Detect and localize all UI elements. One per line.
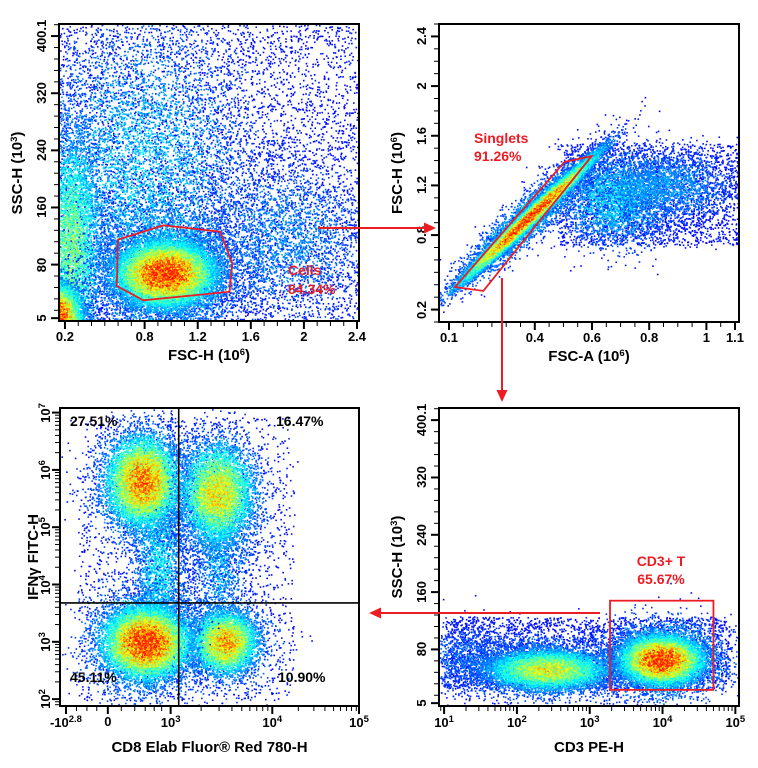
cells-gate-plot-y-tick-label: 160 [34, 196, 49, 219]
singlets-gate-plot-y-tick-label: 2.4 [414, 27, 429, 46]
cells-gate-plot-x-tick-label: 1.2 [188, 329, 207, 344]
singlets-gate-plot-x-tick-label: 1 [702, 330, 710, 345]
cells-gate-plot-y-tick-label: 320 [34, 82, 49, 105]
cells-gate-plot-x-tick-label: 2.4 [347, 329, 367, 344]
cd3-gate-plot-y-tick-label: 240 [414, 523, 429, 546]
singlets-gate-plot-x-tick-label: 0.6 [582, 330, 602, 345]
singlets-gate-plot-x-tick-label: 0.1 [439, 330, 459, 345]
singlets-gate-plot-x-tick-label: 0.8 [640, 330, 659, 345]
singlets-gate-plot-x-tick-label: 1.1 [725, 330, 745, 345]
cells-gate-plot-x-tick-label: 0.8 [135, 329, 154, 344]
ifng-cd8-quadrant-plot-x-tick-label: 0 [104, 714, 112, 729]
singlets-gate-plot-y-tick-label: 0.2 [414, 300, 429, 319]
cells-gate-plot-density-canvas [59, 24, 359, 321]
cd3-gate-plot-x-tick-label: 104 [652, 714, 673, 730]
cells-gate-plot-y-tick-label: 240 [34, 139, 49, 162]
singlets-gate-plot-x-tick-label: 0.4 [525, 330, 544, 345]
cd3-gate-plot-y-tick-label: 160 [414, 581, 429, 603]
cells-gate-plot-x-tick-label: 1.6 [241, 329, 260, 344]
cd3-gate-plot-x-tick-label: 103 [579, 714, 600, 730]
cells-gate-plot-y-tick-label: 80 [34, 257, 49, 272]
ifng-cd8-quadrant-plot-x-tick-label: 103 [160, 714, 181, 730]
singlets-to-cd3-arrow-head [496, 390, 508, 402]
ifng-cd8-quadrant-plot-x-axis-title: CD8 Elab Fluor® Red 780-H [111, 739, 308, 756]
ifng-cd8-quadrant-plot-x-tick-label: 105 [349, 714, 369, 730]
ifng-cd8-quadrant-plot-density-canvas [60, 408, 359, 706]
ifng-cd8-quadrant-plot-x-tick-label: 104 [262, 714, 283, 730]
cells-gate-plot-x-tick-label: 2 [300, 329, 308, 344]
cd3-gate-plot-x-tick-label: 105 [725, 714, 746, 730]
cells-gate-plot-x-axis-title: FSC-H (106) [168, 347, 250, 364]
cd3-gate-plot-y-tick-label: 400.1 [414, 403, 429, 437]
cd3-to-quadrant-arrow-head [369, 607, 381, 619]
cd3-gate-plot-y-tick-label: 80 [414, 642, 429, 657]
cells-gate-plot-y-tick-label: 400.1 [34, 19, 49, 53]
cd3-gate-plot-x-tick-label: 102 [507, 714, 527, 730]
cd3-gate-plot-density-canvas [439, 408, 739, 706]
singlets-gate-plot-x-axis-title: FSC-A (106) [548, 348, 630, 365]
cd3-gate-plot-y-axis-title: SSC-H (103) [389, 515, 406, 599]
singlets-gate-plot-density-canvas [439, 24, 739, 322]
cd3-gate-plot-x-tick-label: 101 [434, 714, 454, 730]
cd3-gate-plot-y-tick-label: 320 [414, 466, 429, 489]
cd3-gate-plot-x-axis-title: CD3 PE-H [553, 739, 624, 756]
cells-gate-plot-x-tick-label: 0.2 [55, 329, 74, 344]
cells-gate-plot-y-axis-title: SSC-H (103) [9, 131, 26, 214]
ifng-cd8-quadrant-plot-x-tick-label: -102.8 [49, 714, 82, 730]
ifng-cd8-quadrant-plot-y-axis-title: IFNγ FITC-H [25, 514, 42, 600]
singlets-gate-plot-y-axis-title: FSC-H (106) [389, 132, 406, 214]
